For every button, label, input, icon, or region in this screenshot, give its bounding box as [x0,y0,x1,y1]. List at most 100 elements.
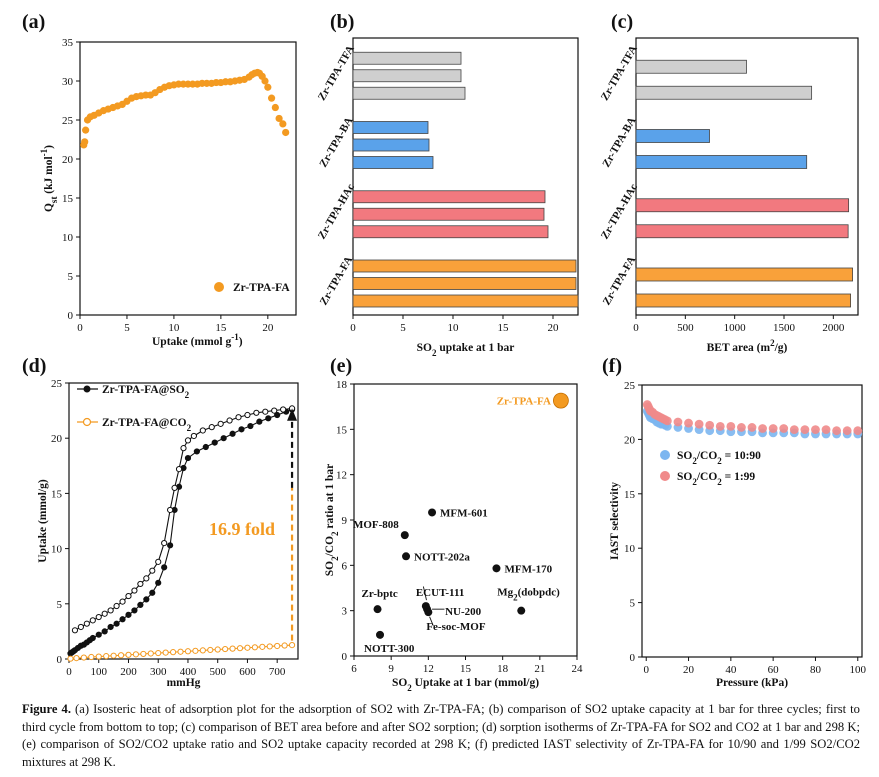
legend-marker-d [82,417,92,427]
legend-marker-a [214,282,224,292]
data-point-e [400,531,409,540]
data-point-d [77,623,84,631]
data-point-f [715,421,725,431]
data-point-e [428,508,437,517]
data-point-d [184,454,192,462]
e-ytick-label: 3 [342,606,348,618]
data-point-d [229,430,236,437]
data-point-d [202,443,209,451]
a-ytick-label: 0 [68,310,74,322]
d-xtick-label: 600 [239,666,256,678]
data-point-d [175,466,183,473]
data-point-d [80,654,87,661]
data-point-d [190,432,198,440]
data-point-d [161,564,168,571]
a-ytick-label: 30 [62,76,74,88]
data-point-d [226,417,233,424]
data-point-d [131,607,138,614]
bar-c [635,59,747,74]
data-point-d [207,646,214,654]
f-xtick-label: 20 [683,664,695,676]
y-axis-label-a: Qst (kJ mol-1) [39,145,59,212]
data-point-d [214,646,221,653]
category-label-c: Zr-TPA-HAc [599,182,640,242]
data-point-f [758,424,767,433]
a-xtick-label: 20 [262,322,274,334]
data-point-a [81,138,89,146]
e-ytick-label: 18 [336,379,348,391]
plot-frame-a [79,41,297,316]
d-xtick-label: 200 [120,666,137,678]
data-point-d [119,616,126,623]
data-point-e [376,630,385,639]
data-point-d [256,418,263,425]
point-label-e: Fe-soc-MOF [426,621,486,633]
data-point-d [103,653,110,660]
point-label-e: NU-200 [445,606,482,618]
data-point-f [832,426,842,436]
f-xtick-label: 40 [725,664,737,676]
x-axis-label-e: SO2 Uptake at 1 bar (mmol/g) [392,677,539,693]
d-xtick-label: 100 [90,666,107,678]
category-label-b: Zr-TPA-BA [317,115,355,169]
point-label-e: Zr-TPA-FA [497,396,551,408]
category-label-c: Zr-TPA-TFA [599,43,640,102]
data-point-d [67,655,74,662]
data-point-d [143,575,150,582]
data-point-d [253,409,260,416]
y-axis-label-e: SO2/CO2 ratio at 1 bar [324,464,340,577]
y-axis-label-f: IAST selectivity [609,482,621,560]
data-point-f [737,423,746,432]
data-point-d [155,649,162,657]
data-point-d [140,650,147,658]
data-point-f [779,424,789,433]
category-label-b: Zr-TPA-HAc [316,182,357,242]
data-point-d [184,437,192,444]
data-point-d [199,427,206,434]
bar-b [352,121,429,134]
data-point-d [125,592,132,600]
data-point-f [684,418,693,428]
data-point-d [113,620,120,627]
plot-frame-f [641,384,863,658]
f-xtick-label: 0 [643,664,649,676]
category-label-b: Zr-TPA-TFA [316,43,357,102]
d-ytick-label: 10 [51,544,63,556]
d-ytick-label: 25 [51,378,63,390]
bar-c [635,198,850,213]
data-point-d [169,649,177,656]
data-point-e [552,392,569,409]
e-ytick-label: 6 [342,560,348,572]
c-xtick-label: 0 [633,322,639,334]
data-point-d [192,647,199,654]
x-axis-label-f: Pressure (kPa) [716,677,788,689]
c-xtick-label: 500 [677,322,694,334]
data-point-f [662,416,672,426]
data-point-d [259,643,266,650]
f-ytick-label: 0 [630,652,636,664]
d-ytick-label: 15 [51,488,63,500]
d-xtick-label: 500 [209,666,226,678]
data-point-a [279,120,287,128]
bar-b [352,190,546,204]
bar-b [352,294,579,308]
d-xtick-label: 700 [269,666,286,678]
legend-label-so2: Zr-TPA-FA@SO2 [102,384,190,400]
data-point-d [95,653,102,660]
data-point-f [768,424,778,433]
x-axis-label-c: BET area (m2/g) [707,338,788,354]
data-point-d [235,414,242,421]
d-ytick-label: 20 [51,433,63,445]
bar-b [352,86,466,100]
data-point-d [73,655,80,662]
data-point-d [280,406,287,413]
data-point-d [89,634,96,642]
e-xtick-label: 12 [423,663,434,675]
b-xtick-label: 20 [548,322,560,334]
data-point-a [261,77,269,85]
f-ytick-label: 5 [630,598,636,610]
data-point-d [149,589,156,596]
a-xtick-label: 5 [124,322,130,334]
b-xtick-label: 0 [350,322,356,334]
e-ytick-label: 15 [336,424,348,436]
